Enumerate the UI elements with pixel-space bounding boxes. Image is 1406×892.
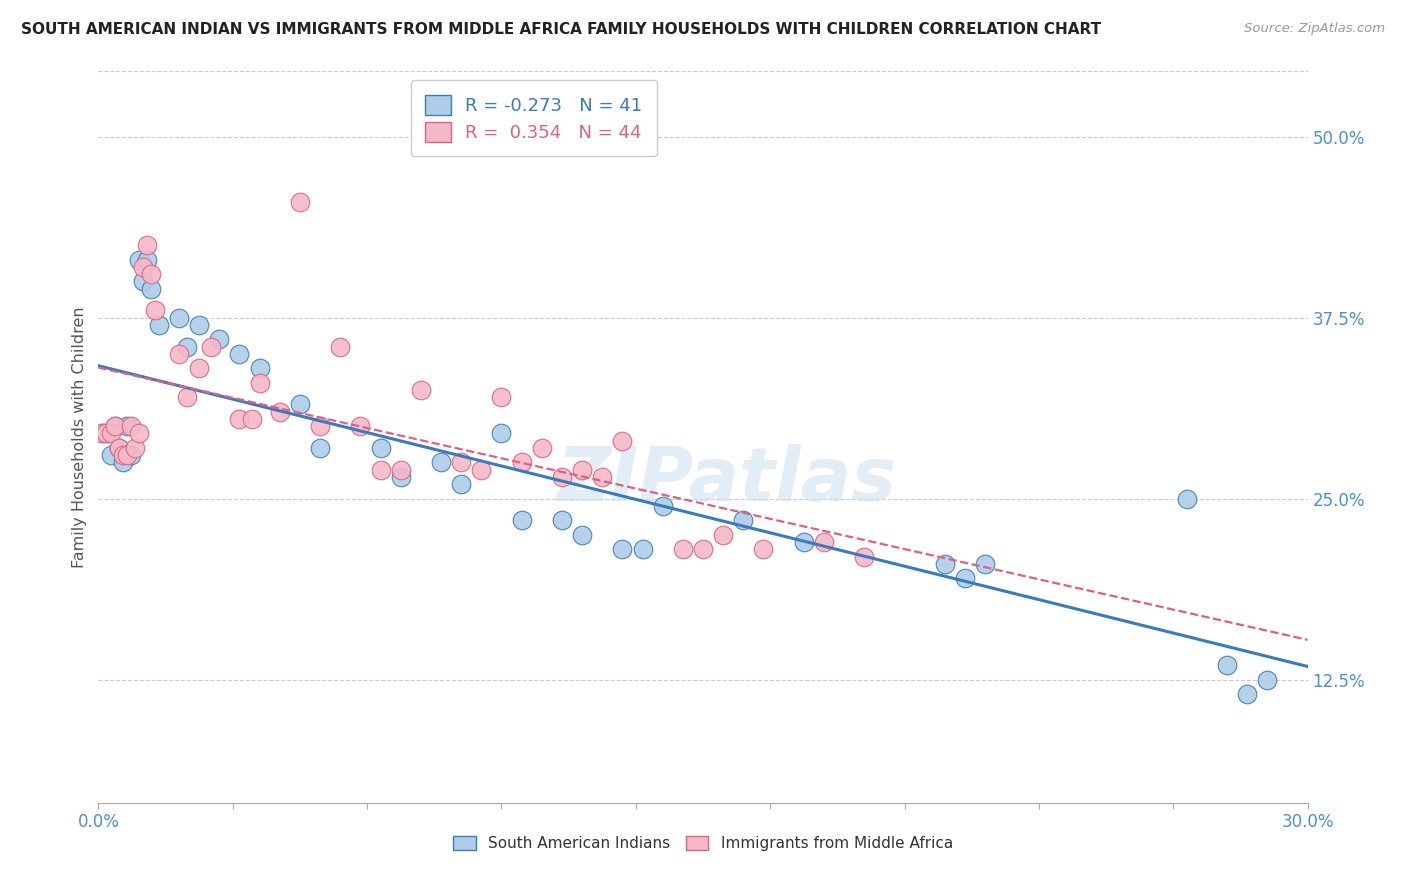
Point (510, 513, 533, 527)
Point (591, 470, 613, 484)
Point (571, 528, 593, 542)
Point (288, 194, 311, 209)
Point (450, 455, 472, 469)
Point (120, 448, 142, 462)
Point (228, 412, 250, 426)
Point (208, 332, 231, 346)
Point (132, 274, 155, 288)
Point (240, 412, 263, 426)
Point (733, 513, 755, 527)
Point (91, 426, 114, 441)
Point (167, 310, 190, 325)
Point (128, 426, 150, 441)
Point (107, 441, 129, 455)
Point (551, 470, 574, 484)
Point (228, 347, 250, 361)
Point (711, 528, 734, 542)
Point (692, 542, 714, 557)
Point (249, 376, 271, 390)
Legend: South American Indians, Immigrants from Middle Africa: South American Indians, Immigrants from … (447, 830, 959, 857)
Point (551, 513, 574, 527)
Point (249, 361, 271, 376)
Point (389, 463, 412, 477)
Point (100, 426, 122, 441)
Point (143, 303, 166, 318)
Point (651, 499, 673, 513)
Point (309, 419, 332, 434)
Point (128, 252, 150, 267)
Point (672, 542, 695, 557)
Point (103, 419, 125, 434)
Point (107, 441, 129, 455)
Point (167, 347, 190, 361)
Point (409, 383, 432, 397)
Point (470, 463, 492, 477)
Point (96, 426, 118, 441)
Point (176, 340, 198, 354)
Point (370, 463, 392, 477)
Point (124, 441, 146, 455)
Point (953, 571, 976, 585)
Point (631, 542, 654, 557)
Point (309, 441, 332, 455)
Point (139, 282, 162, 296)
Point (91, 426, 114, 441)
Point (269, 405, 291, 419)
Point (115, 419, 138, 434)
Point (135, 252, 157, 267)
Point (510, 455, 533, 469)
Point (530, 441, 553, 455)
Text: ZIPatlas: ZIPatlas (557, 444, 897, 517)
Point (813, 535, 835, 549)
Y-axis label: Family Households with Children: Family Households with Children (72, 306, 87, 568)
Point (793, 535, 815, 549)
Point (176, 390, 198, 404)
Point (96, 426, 118, 441)
Point (103, 419, 125, 434)
Point (135, 238, 157, 252)
Point (115, 448, 138, 462)
Point (430, 455, 453, 469)
Point (288, 397, 311, 411)
Point (139, 267, 162, 281)
Point (329, 340, 352, 354)
Point (1236, 687, 1258, 701)
Point (111, 455, 134, 469)
Point (1175, 491, 1198, 506)
Point (188, 318, 211, 332)
Point (491, 390, 513, 404)
Point (148, 318, 170, 332)
Point (370, 441, 392, 455)
Point (974, 557, 997, 571)
Point (1256, 673, 1278, 687)
Point (200, 340, 222, 354)
Text: SOUTH AMERICAN INDIAN VS IMMIGRANTS FROM MIDDLE AFRICA FAMILY HOUSEHOLDS WITH CH: SOUTH AMERICAN INDIAN VS IMMIGRANTS FROM… (21, 22, 1101, 37)
Text: Source: ZipAtlas.com: Source: ZipAtlas.com (1244, 22, 1385, 36)
Point (612, 542, 634, 557)
Point (120, 419, 142, 434)
Point (100, 448, 122, 462)
Point (571, 463, 593, 477)
Point (934, 557, 956, 571)
Point (111, 448, 134, 462)
Point (450, 477, 472, 491)
Point (188, 361, 211, 376)
Point (132, 260, 155, 274)
Point (752, 542, 775, 557)
Point (491, 426, 513, 441)
Point (612, 434, 634, 448)
Point (389, 470, 412, 484)
Point (853, 549, 876, 564)
Point (1216, 658, 1239, 673)
Point (349, 419, 371, 434)
